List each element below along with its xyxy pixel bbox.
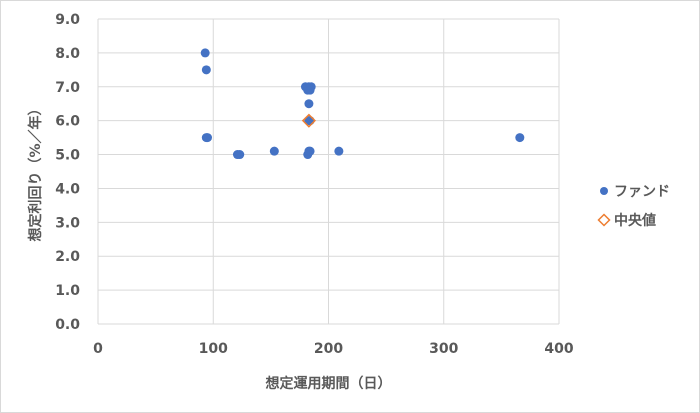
y-tick-label: 8.0: [55, 46, 80, 62]
fund-point: [304, 99, 314, 109]
fund-point: [334, 146, 344, 156]
y-tick-label: 6.0: [55, 114, 80, 130]
fund-point: [305, 146, 315, 156]
y-tick-label: 1.0: [55, 283, 80, 299]
x-tick-label: 400: [544, 341, 573, 357]
y-tick-label: 9.0: [55, 12, 80, 28]
fund-point: [306, 82, 316, 92]
data-points: [200, 48, 525, 160]
y-axis-ticks: 0.0 1.0 2.0 3.0 4.0 5.0 6.0 7.0 8.0 9.0: [55, 12, 80, 333]
y-tick-label: 0.0: [55, 317, 80, 333]
fund-point: [269, 146, 279, 156]
x-axis-ticks: 0 100 200 300 400: [93, 341, 574, 357]
fund-point: [202, 133, 212, 143]
legend-marker-median: [597, 213, 611, 227]
median-point: [301, 113, 316, 128]
fund-point: [235, 150, 245, 160]
fund-point: [201, 65, 211, 75]
x-tick-label: 300: [429, 341, 458, 357]
legend-label: 中央値: [614, 212, 656, 229]
plot-border: [97, 19, 559, 325]
fund-point: [515, 133, 525, 143]
x-tick-label: 0: [93, 341, 103, 357]
y-axis-title: 想定利回り（%／年）: [27, 101, 44, 242]
x-tick-label: 200: [314, 341, 343, 357]
x-axis-title: 想定運用期間（日）: [265, 375, 392, 392]
legend-label: ファンド: [614, 184, 670, 200]
y-tick-label: 3.0: [55, 215, 80, 231]
x-tick-label: 100: [199, 341, 228, 357]
gridlines: [97, 18, 560, 325]
fund-point: [200, 48, 210, 58]
y-tick-label: 4.0: [55, 181, 80, 197]
y-tick-label: 5.0: [55, 148, 80, 164]
legend-marker-fund: [600, 187, 608, 195]
y-tick-label: 7.0: [55, 80, 80, 96]
y-tick-label: 2.0: [55, 249, 80, 265]
